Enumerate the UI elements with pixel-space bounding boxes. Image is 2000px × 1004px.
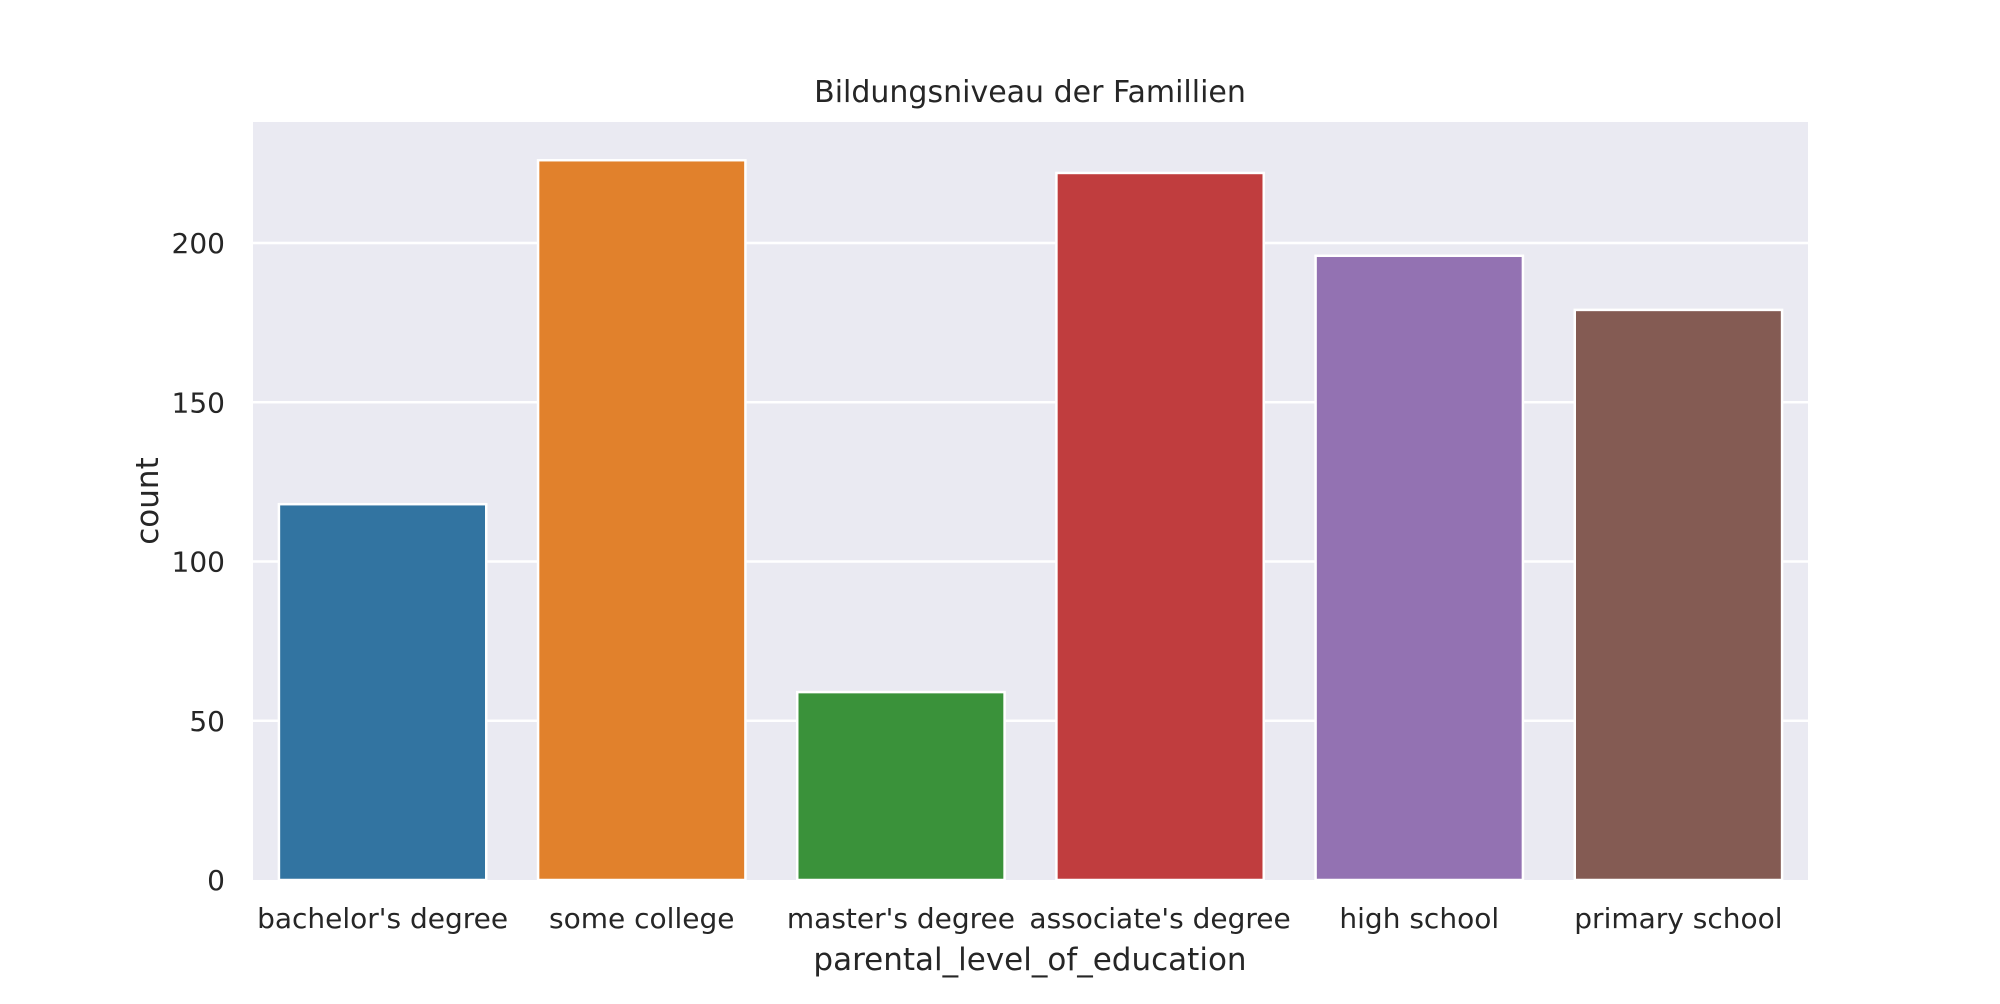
x-axis-label: parental_level_of_education [813, 942, 1246, 978]
x-tick-label: some college [549, 902, 734, 935]
bars [277, 158, 1784, 882]
x-tick-label: master's degree [787, 902, 1015, 935]
grid-lines [253, 241, 1808, 723]
x-tick-label: bachelor's degree [257, 902, 508, 935]
y-tick-label: 200 [172, 227, 225, 260]
x-tick-label: primary school [1574, 902, 1782, 935]
bar [1314, 254, 1525, 882]
y-tick-label: 50 [189, 705, 225, 738]
y-tick-labels: 0 50 100 150 200 [172, 227, 225, 897]
bar [796, 690, 1006, 882]
y-tick-label: 0 [207, 864, 225, 897]
y-tick-label: 100 [172, 546, 225, 579]
plot-area-background [253, 122, 1808, 880]
x-tick-labels: bachelor's degree some college master's de… [257, 902, 1782, 935]
chart-title: Bildungsniveau der Famillien [814, 75, 1246, 110]
x-tick-label: high school [1339, 902, 1499, 935]
bar [536, 158, 747, 882]
bar [1055, 171, 1265, 882]
bar [277, 502, 488, 882]
x-tick-label: associate's degree [1029, 902, 1290, 935]
y-tick-label: 150 [172, 386, 225, 419]
y-axis-label: count [130, 457, 166, 544]
bar [1573, 308, 1784, 882]
